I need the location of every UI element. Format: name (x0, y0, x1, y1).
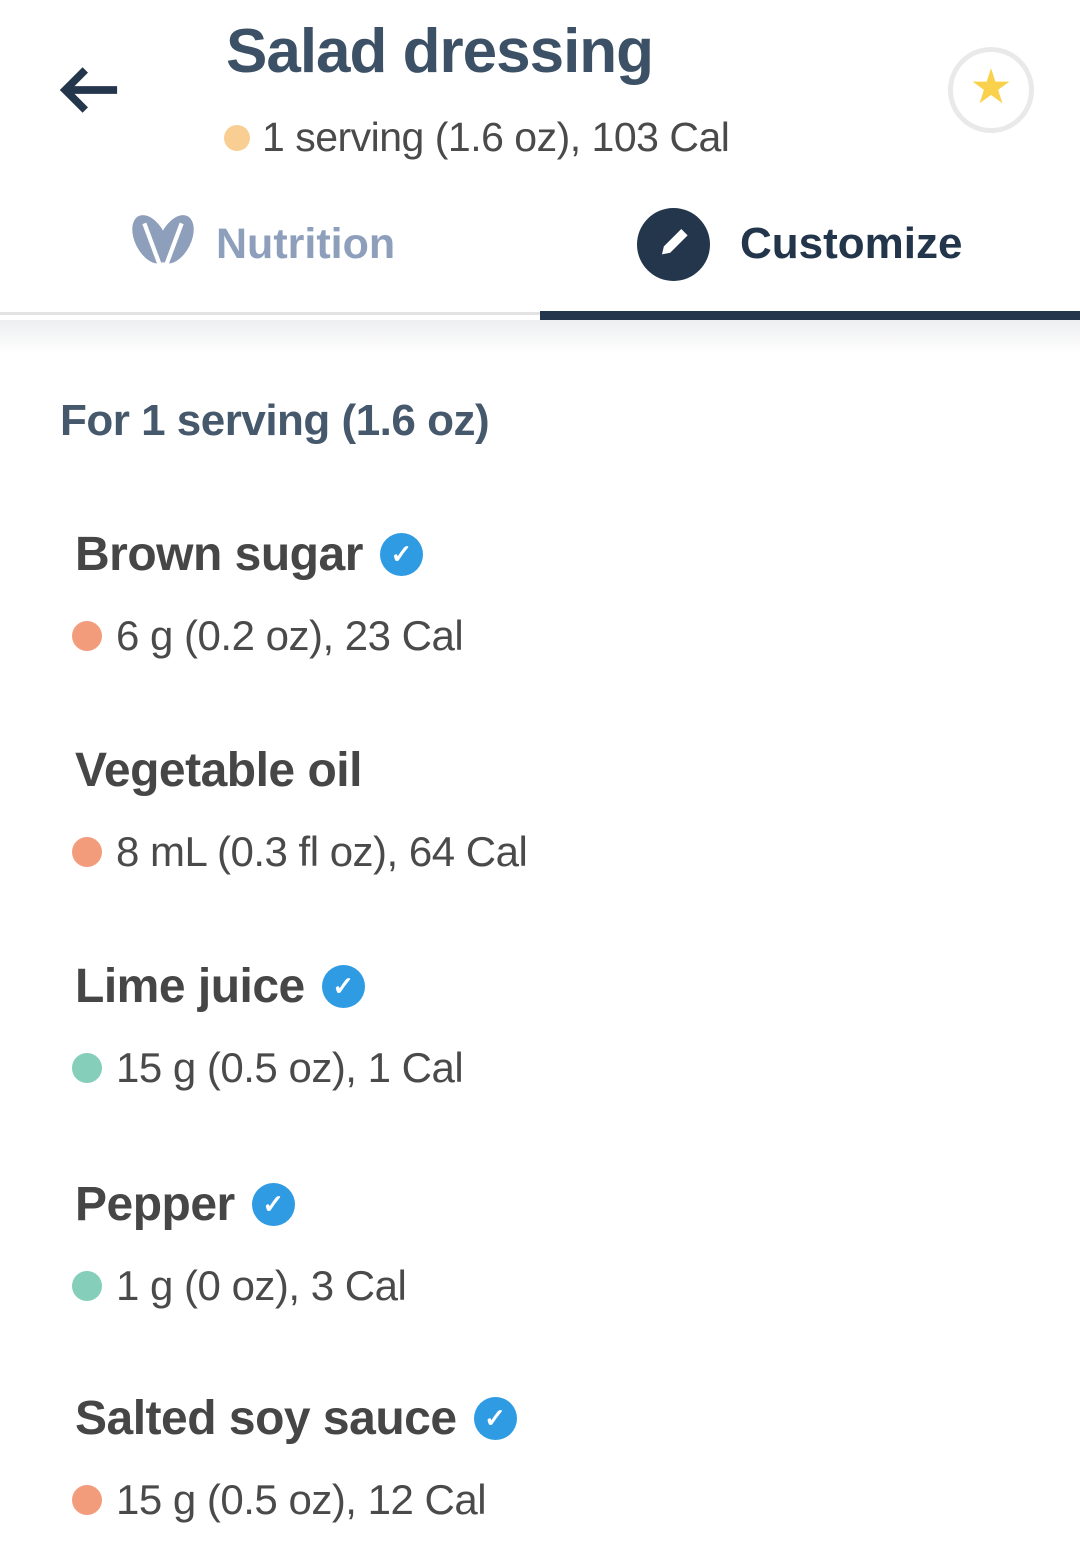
back-button[interactable] (52, 56, 128, 126)
ingredient-dot-icon (72, 1053, 102, 1083)
ingredient-row-lime-juice[interactable]: Lime juice ✓ 15 g (0.5 oz), 1 Cal (60, 960, 1040, 1092)
ingredient-dot-icon (72, 837, 102, 867)
ingredient-name: Pepper (75, 1177, 235, 1231)
serving-summary: 1 serving (1.6 oz), 103 Cal (224, 114, 730, 161)
tab-customize[interactable]: Customize (637, 206, 962, 282)
ingredient-dot-icon (72, 621, 102, 651)
arrow-left-icon (57, 61, 123, 122)
tab-bar-shadow (0, 320, 1080, 354)
star-icon: ★ (969, 61, 1013, 114)
serving-summary-text: 1 serving (1.6 oz), 103 Cal (262, 114, 730, 160)
ingredient-amount: 15 g (0.5 oz), 12 Cal (116, 1476, 487, 1523)
pencil-circle (637, 207, 710, 281)
tab-customize-label: Customize (740, 219, 963, 268)
serving-heading: For 1 serving (1.6 oz) (60, 396, 490, 445)
tab-bar-divider (0, 312, 543, 315)
ingredient-row-pepper[interactable]: Pepper ✓ 1 g (0 oz), 3 Cal (60, 1178, 1040, 1310)
ingredient-row-vegetable-oil[interactable]: Vegetable oil ✓ 8 mL (0.3 fl oz), 64 Cal (60, 744, 1040, 876)
pencil-icon (655, 223, 693, 266)
verified-check-icon: ✓ (321, 964, 365, 1008)
tab-nutrition[interactable]: Nutrition (128, 206, 395, 282)
ingredient-amount: 8 mL (0.3 fl oz), 64 Cal (116, 828, 528, 875)
ingredient-amount: 6 g (0.2 oz), 23 Cal (116, 612, 464, 659)
ingredient-name: Brown sugar (75, 527, 363, 581)
verified-check-icon: ✓ (473, 1396, 517, 1440)
ingredient-row-salted-soy-sauce[interactable]: Salted soy sauce ✓ 15 g (0.5 oz), 12 Cal (60, 1392, 1040, 1524)
favorite-button[interactable]: ★ (948, 47, 1034, 133)
tab-nutrition-label: Nutrition (216, 219, 396, 268)
page-title: Salad dressing (226, 17, 654, 86)
active-tab-underline (540, 311, 1080, 320)
ingredient-row-brown-sugar[interactable]: Brown sugar ✓ 6 g (0.2 oz), 23 Cal (60, 528, 1040, 660)
ingredient-dot-icon (72, 1271, 102, 1301)
leaf-icon (128, 210, 198, 279)
ingredient-dot-icon (72, 1485, 102, 1515)
ingredient-name: Lime juice (75, 959, 305, 1013)
verified-check-icon: ✓ (379, 532, 423, 576)
serving-dot-icon (224, 124, 250, 151)
ingredient-name: Salted soy sauce (75, 1391, 457, 1445)
ingredient-name: Vegetable oil (75, 743, 362, 797)
ingredient-amount: 15 g (0.5 oz), 1 Cal (116, 1044, 464, 1091)
ingredient-amount: 1 g (0 oz), 3 Cal (116, 1262, 407, 1309)
verified-check-icon: ✓ (251, 1182, 295, 1226)
